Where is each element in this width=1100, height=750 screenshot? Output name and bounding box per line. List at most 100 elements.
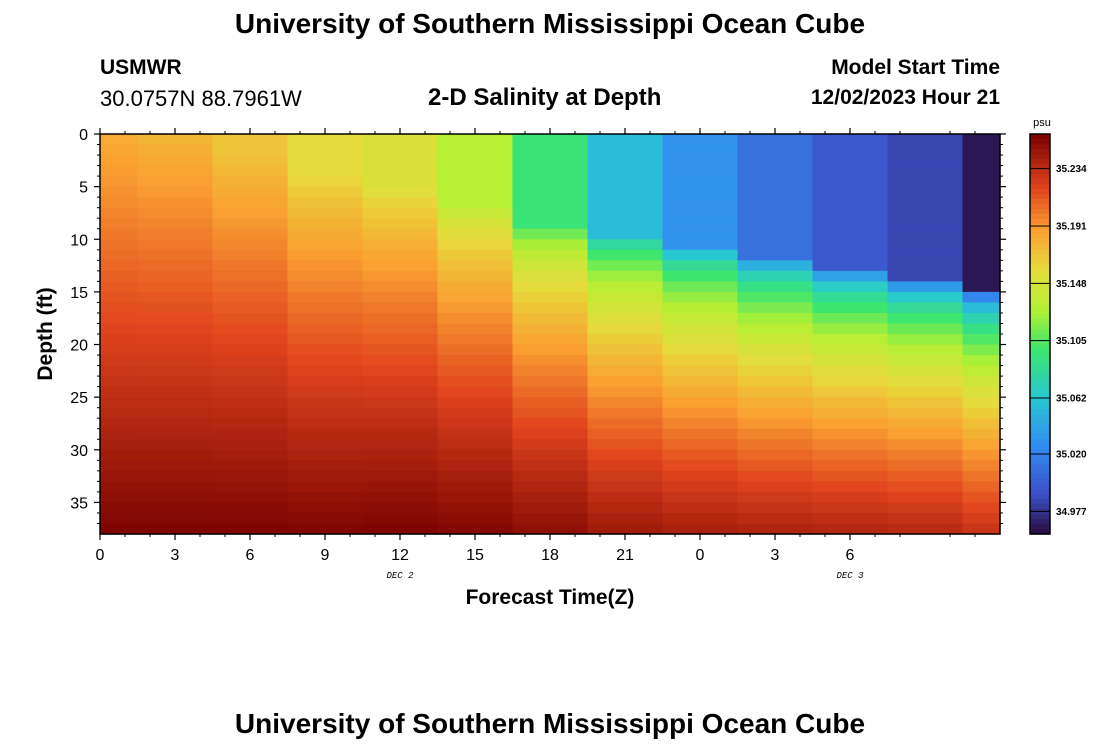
heatmap-cell [437, 355, 514, 367]
heatmap-cell [962, 228, 1001, 240]
colorbar-segment [1030, 254, 1050, 260]
heatmap-cell [812, 355, 889, 367]
colorbar-segment [1030, 319, 1050, 325]
heatmap-cell [362, 344, 439, 356]
heatmap-cell [962, 386, 1001, 398]
heatmap-cell [962, 334, 1001, 346]
heatmap-cell [137, 249, 214, 261]
heatmap-cell [887, 155, 964, 167]
heatmap-cell [100, 281, 139, 293]
heatmap-cell [287, 302, 364, 314]
heatmap-cell [512, 249, 589, 261]
heatmap-cell [137, 334, 214, 346]
heatmap-cell [962, 428, 1001, 440]
heatmap-cell [137, 281, 214, 293]
heatmap-cell [362, 481, 439, 493]
heatmap-cell [587, 302, 664, 314]
heatmap-cell [662, 439, 739, 451]
heatmap-cell [137, 218, 214, 230]
heatmap-cell [812, 512, 889, 525]
heatmap-cell [887, 176, 964, 188]
heatmap-cell [812, 228, 889, 240]
heatmap-cell [662, 323, 739, 335]
heatmap-cell [812, 186, 889, 198]
heatmap-cell [737, 449, 814, 461]
heatmap-cell [287, 365, 364, 377]
colorbar-segment [1030, 274, 1050, 280]
heatmap-cell [737, 428, 814, 440]
heatmap-cell [137, 312, 214, 325]
heatmap-cell [662, 134, 739, 146]
heatmap-cell [587, 334, 664, 346]
colorbar-segment [1030, 314, 1050, 320]
heatmap-cell [662, 186, 739, 198]
colorbar-segment [1030, 339, 1050, 345]
heatmap-cell [737, 197, 814, 209]
heatmap-cell [287, 491, 364, 504]
chart-subtitle: 2-D Salinity at Depth [428, 84, 662, 111]
heatmap-cell [362, 270, 439, 282]
heatmap-cell [212, 291, 289, 304]
heatmap-cell [587, 512, 664, 525]
heatmap-cell [887, 397, 964, 409]
heatmap-cell [100, 260, 139, 272]
heatmap-cell [812, 428, 889, 440]
x-tick-label: 21 [616, 547, 634, 564]
heatmap-cell [137, 270, 214, 282]
heatmap-cell [100, 407, 139, 419]
heatmap-cell [962, 449, 1001, 461]
heatmap-cell [287, 281, 364, 293]
colorbar-tick-label: 35.191 [1056, 222, 1087, 233]
heatmap-cell [212, 134, 289, 146]
heatmap-cell [287, 197, 364, 209]
heatmap-cell [212, 218, 289, 230]
heatmap-cell [212, 386, 289, 398]
colorbar-tick-label: 35.062 [1056, 394, 1087, 405]
heatmap-cell [737, 512, 814, 525]
heatmap-cell [737, 397, 814, 409]
heatmap-cell [662, 239, 739, 251]
heatmap-cell [512, 218, 589, 230]
heatmap-cell [437, 281, 514, 293]
heatmap-cell [662, 355, 739, 367]
heatmap-cell [212, 407, 289, 419]
heatmap-cell [212, 207, 289, 219]
heatmap-cell [512, 470, 589, 482]
heatmap-cell [512, 323, 589, 335]
heatmap-cell [962, 502, 1001, 514]
heatmap-cell [962, 418, 1001, 430]
heatmap-cell [100, 512, 139, 525]
heatmap-cell [887, 228, 964, 240]
heatmap-cell [812, 260, 889, 272]
colorbar-tick-label: 35.234 [1056, 164, 1087, 175]
heatmap-cell [662, 397, 739, 409]
heatmap-cell [437, 186, 514, 198]
heatmap-cell [362, 260, 439, 272]
heatmap-cell [512, 176, 589, 188]
colorbar-segment [1030, 329, 1050, 335]
x-day-label: DEC 2 [386, 571, 414, 581]
heatmap-cell [437, 165, 514, 177]
heatmap-cell [512, 397, 589, 409]
heatmap-cell [887, 291, 964, 304]
heatmap-cell [287, 334, 364, 346]
heatmap-cell [512, 460, 589, 472]
heatmap-cell [512, 502, 589, 514]
x-tick-label: 0 [696, 547, 705, 564]
colorbar-segment [1030, 204, 1050, 210]
heatmap-cell [137, 144, 214, 156]
heatmap-cell [100, 165, 139, 177]
heatmap-cell [887, 197, 964, 209]
heatmap-cell [512, 165, 589, 177]
heatmap-cell [212, 470, 289, 482]
heatmap-cell [587, 249, 664, 261]
heatmap-cell [287, 449, 364, 461]
heatmap-cell [100, 197, 139, 209]
heatmap-cell [662, 291, 739, 304]
page-title: University of Southern Mississippi Ocean… [234, 8, 866, 39]
y-axis-title: Depth (ft) [34, 287, 57, 380]
heatmap-cell [737, 418, 814, 430]
heatmap-cell [437, 228, 514, 240]
heatmap-cell [212, 376, 289, 388]
heatmap-cell [137, 134, 214, 146]
